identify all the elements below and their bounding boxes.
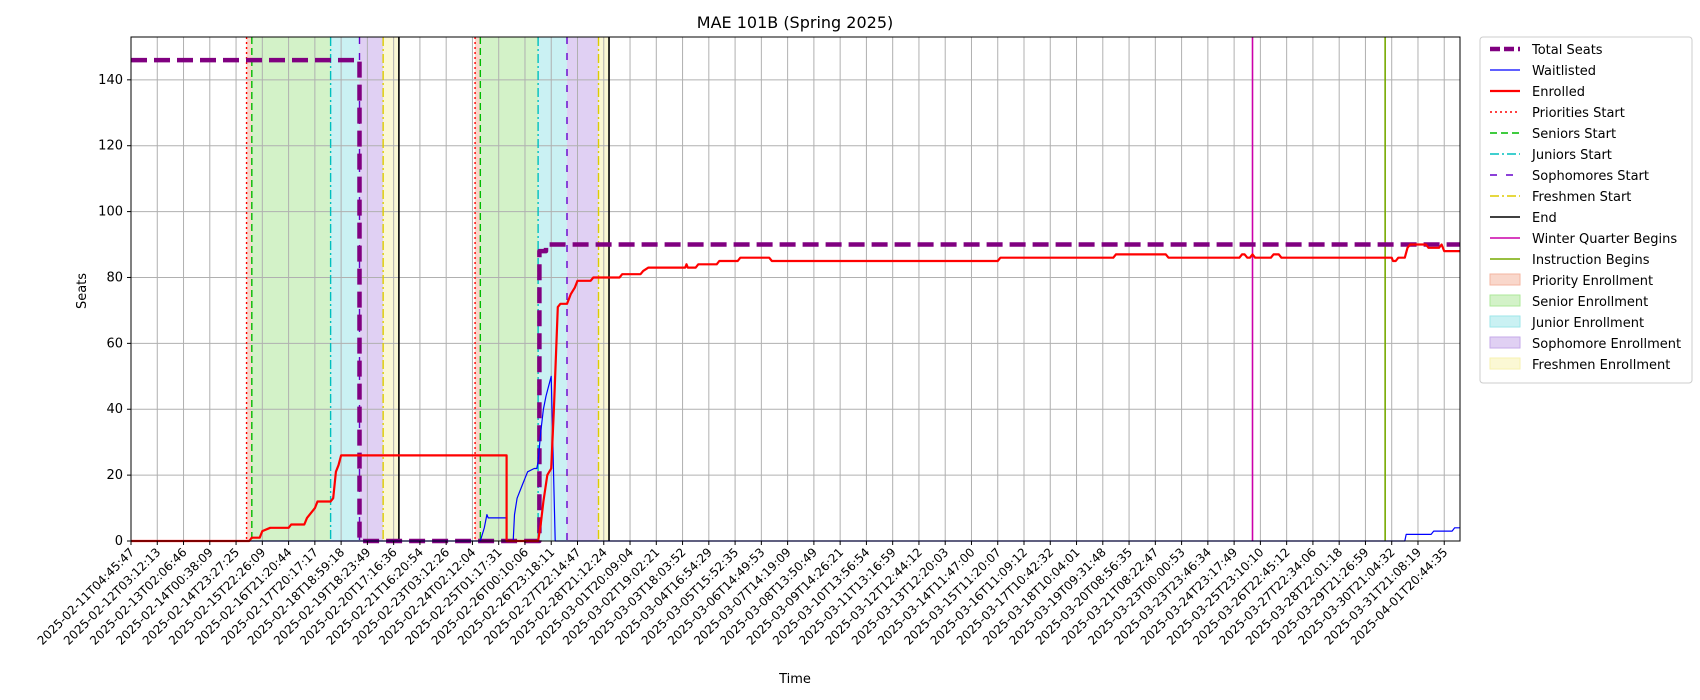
span-freshmen-enrollment — [383, 37, 399, 541]
x-ticks: 2025-02-11T04:45:472025-02-12T03:12:1320… — [35, 541, 1450, 648]
span-priority-enrollment — [246, 37, 252, 541]
chart-title: MAE 101B (Spring 2025) — [697, 13, 893, 32]
legend-label-freshmen-start: Freshmen Start — [1532, 190, 1631, 205]
legend-label-senior-enrollment: Senior Enrollment — [1532, 295, 1648, 310]
span-sophomore-enrollment — [566, 37, 599, 541]
span-junior-enrollment — [538, 37, 567, 541]
legend-label-winter-quarter-begins: Winter Quarter Begins — [1532, 232, 1677, 247]
legend-swatch-sophomore-enrollment — [1489, 336, 1521, 349]
legend-label-seniors-start: Seniors Start — [1532, 127, 1616, 142]
y-tick-label: 80 — [106, 270, 123, 285]
legend-swatch-freshmen-enrollment — [1489, 357, 1521, 370]
enrollment-spans — [246, 37, 610, 541]
legend: Total Seats Waitlisted Enrolled Priorities … — [1479, 36, 1693, 384]
span-priority-enrollment — [475, 37, 481, 541]
legend-label-priority-enrollment: Priority Enrollment — [1532, 274, 1653, 289]
legend-label-junior-enrollment: Junior Enrollment — [1531, 316, 1644, 331]
legend-swatch-junior-enrollment — [1489, 315, 1521, 328]
legend-label-priorities-start: Priorities Start — [1532, 106, 1625, 121]
legend-swatch-senior-enrollment — [1489, 294, 1521, 307]
span-senior-enrollment — [251, 37, 331, 541]
y-tick-label: 0 — [115, 534, 123, 549]
legend-label-instruction-begins: Instruction Begins — [1532, 253, 1650, 268]
y-axis-label: Seats — [75, 273, 90, 309]
span-junior-enrollment — [330, 37, 360, 541]
legend-label-enrolled: Enrolled — [1532, 85, 1585, 100]
legend-label-total-seats: Total Seats — [1531, 43, 1603, 58]
plot-frame — [130, 36, 1461, 542]
grid — [130, 37, 1460, 542]
y-tick-label: 40 — [106, 402, 123, 417]
legend-label-freshmen-enrollment: Freshmen Enrollment — [1532, 358, 1670, 373]
legend-box — [1479, 36, 1693, 384]
legend-label-end: End — [1532, 211, 1557, 226]
y-tick-label: 60 — [106, 336, 123, 351]
legend-label-sophomore-enrollment: Sophomore Enrollment — [1532, 337, 1681, 352]
legend-label-waitlisted: Waitlisted — [1532, 64, 1596, 79]
span-sophomore-enrollment — [359, 37, 384, 541]
legend-label-juniors-start: Juniors Start — [1531, 148, 1612, 163]
y-ticks: 0 20 40 60 80 100 120 140 — [98, 73, 131, 549]
legend-label-sophomores-start: Sophomores Start — [1532, 169, 1649, 184]
y-tick-label: 120 — [98, 139, 123, 154]
phase-lines — [245, 37, 1386, 541]
y-tick-label: 20 — [106, 468, 123, 483]
series-enrolled — [131, 243, 1460, 543]
x-axis-label: Time — [778, 672, 811, 687]
y-tick-label: 140 — [98, 73, 123, 88]
span-senior-enrollment — [480, 37, 539, 541]
series-waitlisted — [131, 375, 1460, 542]
y-tick-label: 100 — [98, 205, 123, 220]
legend-swatch-priority-enrollment — [1489, 273, 1521, 286]
